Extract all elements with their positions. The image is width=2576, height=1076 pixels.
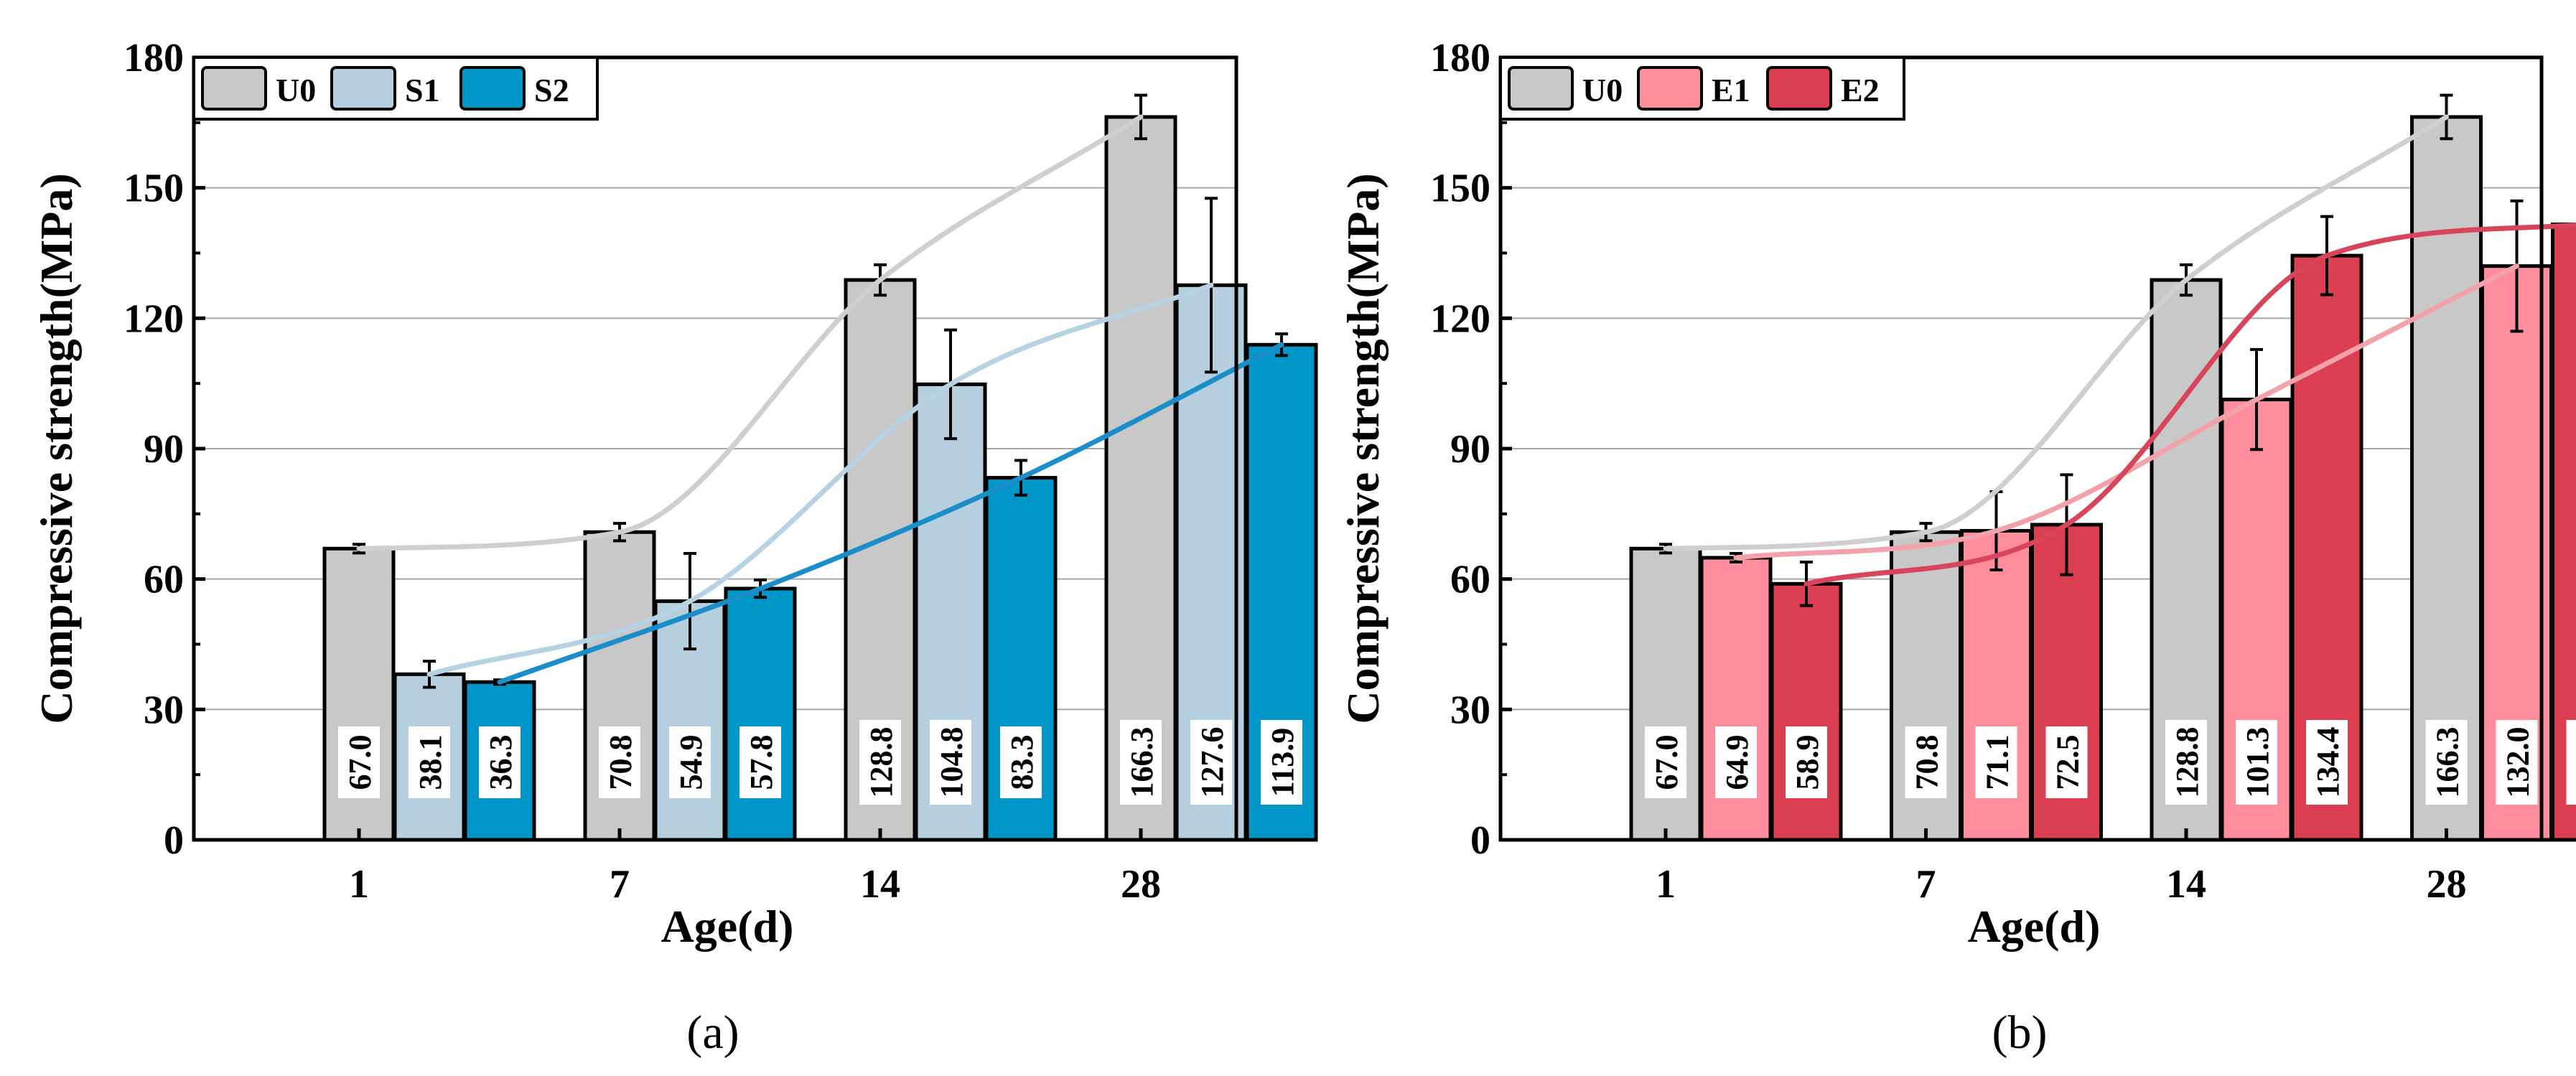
x-tick-label-14: 14 — [2166, 862, 2206, 907]
y-tick-label: 60 — [144, 558, 184, 602]
data-label-text: 83.3 — [1004, 735, 1040, 790]
data-label-U0-7: 70.8 — [1905, 726, 1947, 798]
x-tick-label-14: 14 — [860, 862, 900, 907]
y-tick-label: 150 — [1430, 167, 1490, 211]
data-label-E1-28: 132.0 — [2496, 720, 2538, 805]
x-tick-label-28: 28 — [2427, 862, 2467, 907]
data-label-text: 70.8 — [603, 735, 638, 790]
panel-label-b: (b) — [1992, 1006, 2048, 1059]
data-label-E2-1: 58.9 — [1786, 726, 1827, 798]
y-tick-label: 120 — [123, 296, 184, 341]
data-label-S1-7: 54.9 — [669, 726, 711, 798]
data-label-text: 70.8 — [1910, 735, 1945, 790]
data-label-text: 134.4 — [2310, 727, 2346, 798]
data-label-text: 101.3 — [2240, 727, 2275, 798]
data-label-S1-1: 38.1 — [409, 726, 450, 798]
data-label-E2-7: 72.5 — [2046, 726, 2088, 798]
data-label-text: 128.8 — [2170, 727, 2205, 798]
y-tick-label: 90 — [144, 427, 184, 472]
x-axis-title: Age(d) — [1968, 901, 2101, 952]
legend: U0 S1 S2 — [194, 57, 597, 119]
legend-label-U0: U0 — [276, 72, 316, 108]
data-label-text: 128.8 — [864, 727, 899, 798]
data-label-U0-1: 67.0 — [338, 726, 380, 798]
data-label-text: 67.0 — [1649, 735, 1684, 790]
data-label-text: 132.0 — [2501, 727, 2536, 798]
data-label-text: 141.6 — [2571, 727, 2576, 798]
data-label-S2-7: 57.8 — [739, 726, 781, 798]
data-label-S1-14: 104.8 — [930, 720, 971, 805]
y-tick-label: 150 — [123, 167, 184, 211]
data-label-E1-7: 71.1 — [1976, 726, 2017, 798]
data-label-U0-7: 70.8 — [599, 726, 640, 798]
legend-swatch-E2 — [1768, 67, 1831, 109]
legend: U0 E1 E2 — [1501, 57, 1904, 119]
data-label-text: 67.0 — [342, 735, 378, 790]
data-label-U0-28: 166.3 — [1120, 720, 1162, 805]
bar-S2-7 — [726, 589, 795, 840]
data-label-E2-28: 141.6 — [2567, 720, 2576, 805]
data-label-text: 71.1 — [1980, 735, 2015, 790]
y-tick-label: 90 — [1450, 427, 1490, 472]
data-label-E1-1: 64.9 — [1715, 726, 1757, 798]
x-axis-title: Age(d) — [661, 901, 794, 952]
trend-line-E1 — [1736, 266, 2517, 558]
legend-label-E1: E1 — [1712, 72, 1750, 108]
y-axis-title: Compressive strength(MPa) — [31, 173, 82, 724]
legend-swatch-U0 — [202, 67, 266, 109]
x-tick-label-7: 7 — [610, 862, 630, 907]
data-label-S2-1: 36.3 — [479, 726, 521, 798]
x-tick-label-1: 1 — [349, 862, 369, 907]
y-tick-label: 0 — [164, 818, 184, 863]
legend-swatch-U0 — [1509, 67, 1572, 109]
data-label-S2-14: 83.3 — [1000, 726, 1042, 798]
data-label-S2-28: 113.9 — [1261, 720, 1302, 805]
data-label-S1-28: 127.6 — [1190, 720, 1232, 805]
data-label-U0-28: 166.3 — [2426, 720, 2468, 805]
legend-label-S1: S1 — [405, 72, 440, 108]
data-label-text: 36.3 — [483, 735, 518, 790]
legend-swatch-E1 — [1638, 67, 1702, 109]
legend-label-U0: U0 — [1582, 72, 1623, 108]
data-label-text: 58.9 — [1790, 735, 1825, 790]
legend-swatch-S2 — [461, 67, 524, 109]
legend-swatch-S1 — [332, 67, 395, 109]
legend-label-S2: S2 — [534, 72, 569, 108]
x-tick-label-28: 28 — [1121, 862, 1161, 907]
bar-E2-1 — [1772, 584, 1841, 840]
legend-label-E2: E2 — [1841, 72, 1880, 108]
data-label-U0-14: 128.8 — [2165, 720, 2207, 805]
chart-panel-a: 67.0 70.8 128.8 166.3 38.1 54.9 104.8 127.6 36.3… — [31, 36, 1316, 1059]
y-tick-label: 180 — [1430, 36, 1490, 80]
data-label-text: 166.3 — [1124, 727, 1159, 798]
data-label-text: 57.8 — [744, 735, 779, 790]
data-label-text: 54.9 — [673, 735, 709, 790]
data-label-U0-1: 67.0 — [1645, 726, 1686, 798]
data-label-E1-14: 101.3 — [2236, 720, 2277, 805]
y-tick-label: 60 — [1450, 558, 1490, 602]
data-label-text: 72.5 — [2050, 735, 2086, 790]
chart-panel-b: 67.0 70.8 128.8 166.3 64.9 71.1 101.3 132.0 58.9… — [1338, 36, 2576, 1059]
data-label-text: 166.3 — [2430, 727, 2465, 798]
y-tick-label: 30 — [144, 688, 184, 732]
data-label-U0-14: 128.8 — [859, 720, 901, 805]
data-label-E2-14: 134.4 — [2306, 720, 2348, 805]
data-label-text: 64.9 — [1719, 735, 1755, 790]
y-tick-label: 180 — [123, 36, 184, 80]
x-tick-label-7: 7 — [1916, 862, 1936, 907]
data-label-text: 113.9 — [1265, 728, 1300, 797]
y-axis-title: Compressive strength(MPa) — [1338, 173, 1389, 724]
data-label-text: 38.1 — [413, 735, 448, 790]
x-tick-label-1: 1 — [1656, 862, 1676, 907]
y-tick-label: 30 — [1450, 688, 1490, 732]
data-label-text: 127.6 — [1195, 727, 1230, 798]
data-label-text: 104.8 — [934, 727, 969, 798]
y-tick-label: 120 — [1430, 296, 1490, 341]
panel-label-a: (a) — [686, 1006, 739, 1059]
y-tick-label: 0 — [1470, 818, 1490, 863]
